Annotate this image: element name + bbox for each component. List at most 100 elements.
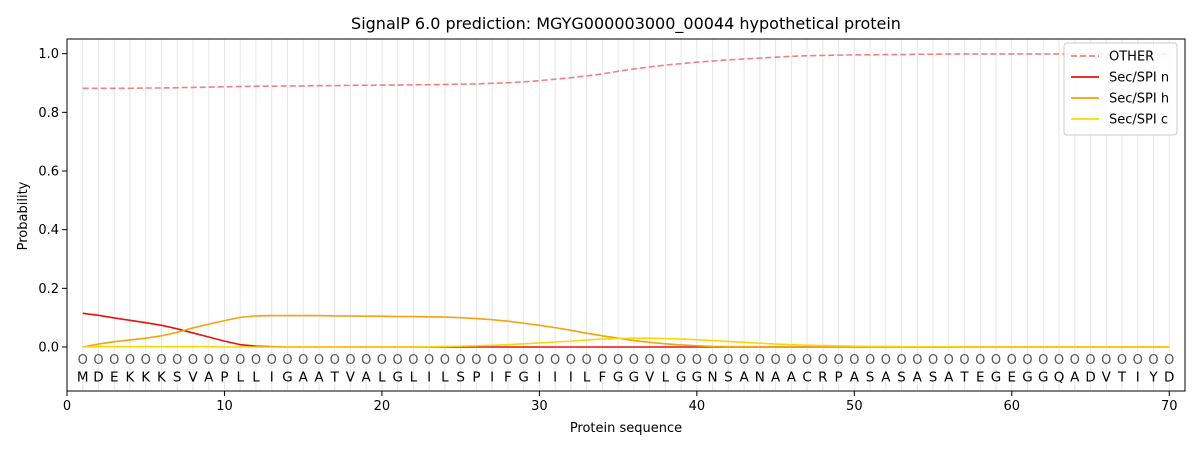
residue-letter: A xyxy=(771,369,781,385)
residue-marker: O xyxy=(849,353,859,368)
residue-marker: O xyxy=(471,353,481,368)
residue-letter: F xyxy=(598,369,606,385)
residue-letter: I xyxy=(490,369,494,385)
y-tick-label: 0.2 xyxy=(38,282,59,297)
residue-marker: O xyxy=(723,353,733,368)
x-axis-label: Protein sequence xyxy=(570,421,682,436)
residue-letter: L xyxy=(662,369,670,385)
residue-marker: O xyxy=(944,353,954,368)
residue-marker: O xyxy=(597,353,607,368)
series-layer xyxy=(82,53,1170,348)
residue-marker: O xyxy=(267,353,277,368)
residue-marker: O xyxy=(833,353,843,368)
x-tick-label: 0 xyxy=(63,399,71,414)
residue-marker: O xyxy=(78,353,88,368)
residue-marker: O xyxy=(707,353,717,368)
residue-letter: L xyxy=(378,369,386,385)
residue-letter: P xyxy=(220,369,228,385)
legend-label: OTHER xyxy=(1109,50,1154,65)
residue-marker: O xyxy=(645,353,655,368)
residue-marker: O xyxy=(408,353,418,368)
residue-letter: A xyxy=(850,369,860,385)
residue-marker: O xyxy=(519,353,529,368)
x-tick-label: 10 xyxy=(216,399,233,414)
series-line-sec-spi-c xyxy=(82,337,1170,348)
residue-letter: D xyxy=(1164,369,1174,385)
residue-marker: O xyxy=(692,353,702,368)
residue-letter: G xyxy=(692,369,702,385)
residue-letter: S xyxy=(173,369,182,385)
legend: OTHER Sec/SPI n Sec/SPI h Sec/SPI c xyxy=(1063,42,1178,136)
x-tick-label: 20 xyxy=(374,399,391,414)
residue-letter: G xyxy=(629,369,639,385)
y-axis-label: Probability xyxy=(16,181,31,250)
residue-marker: O xyxy=(676,353,686,368)
residue-marker: O xyxy=(582,353,592,368)
residue-marker: O xyxy=(975,353,985,368)
residue-marker: O xyxy=(503,353,513,368)
residue-marker: O xyxy=(282,353,292,368)
residue-letter: S xyxy=(897,369,906,385)
residue-letter: I xyxy=(569,369,573,385)
residue-letter: V xyxy=(346,369,356,385)
x-tick-label: 70 xyxy=(1161,399,1178,414)
residue-marker: O xyxy=(330,353,340,368)
legend-box xyxy=(1063,42,1178,136)
residue-letter: S xyxy=(456,369,465,385)
residue-letter: L xyxy=(410,369,418,385)
residue-letter: G xyxy=(991,369,1001,385)
residue-letter: A xyxy=(362,369,372,385)
residue-letter: K xyxy=(126,369,136,385)
residue-letter: G xyxy=(518,369,528,385)
residue-marker: O xyxy=(188,353,198,368)
x-tick-label: 50 xyxy=(846,399,863,414)
residue-marker: O xyxy=(424,353,434,368)
residue-marker: O xyxy=(1070,353,1080,368)
residue-marker: O xyxy=(93,353,103,368)
residue-letter: L xyxy=(236,369,244,385)
y-tick-label: 1.0 xyxy=(38,47,59,62)
residue-marker: O xyxy=(141,353,151,368)
residue-marker: O xyxy=(534,353,544,368)
residue-marker: O xyxy=(235,353,245,368)
legend-label: Sec/SPI h xyxy=(1109,92,1169,107)
residue-letter: C xyxy=(802,369,811,385)
residue-letter: E xyxy=(1008,369,1017,385)
residue-marker: O xyxy=(172,353,182,368)
series-line-other xyxy=(82,53,1170,90)
residue-letter: I xyxy=(427,369,431,385)
residue-marker: O xyxy=(770,353,780,368)
residue-letter: A xyxy=(299,369,309,385)
residue-letter: I xyxy=(553,369,557,385)
residue-letter: A xyxy=(739,369,749,385)
residue-letter: F xyxy=(504,369,512,385)
series-line-sec-spi-h xyxy=(82,314,1170,348)
residue-marker: O xyxy=(393,353,403,368)
residue-letter: P xyxy=(834,369,842,385)
residue-letter: A xyxy=(913,369,923,385)
residue-letter: E xyxy=(976,369,985,385)
y-tick-label: 0.4 xyxy=(38,223,59,238)
residue-marker: O xyxy=(487,353,497,368)
grid-layer xyxy=(82,39,1170,391)
residue-marker: O xyxy=(1007,353,1017,368)
residue-letter: G xyxy=(282,369,292,385)
residue-marker: O xyxy=(786,353,796,368)
plot-frame xyxy=(66,38,1186,392)
residue-marker: O xyxy=(1148,353,1158,368)
residue-letter: R xyxy=(818,369,827,385)
x-tick-label: 40 xyxy=(689,399,706,414)
residue-letter: G xyxy=(613,369,623,385)
residue-marker: O xyxy=(109,353,119,368)
residue-letter: M xyxy=(77,369,89,385)
legend-label: Sec/SPI n xyxy=(1109,71,1169,86)
residue-letter: G xyxy=(1022,369,1032,385)
residue-marker: O xyxy=(991,353,1001,368)
residue-letter: Y xyxy=(1148,369,1158,385)
residue-marker: O xyxy=(1117,353,1127,368)
residue-marker: O xyxy=(865,353,875,368)
residue-letter: V xyxy=(188,369,198,385)
residue-marker: O xyxy=(550,353,560,368)
residue-letter: I xyxy=(1136,369,1140,385)
